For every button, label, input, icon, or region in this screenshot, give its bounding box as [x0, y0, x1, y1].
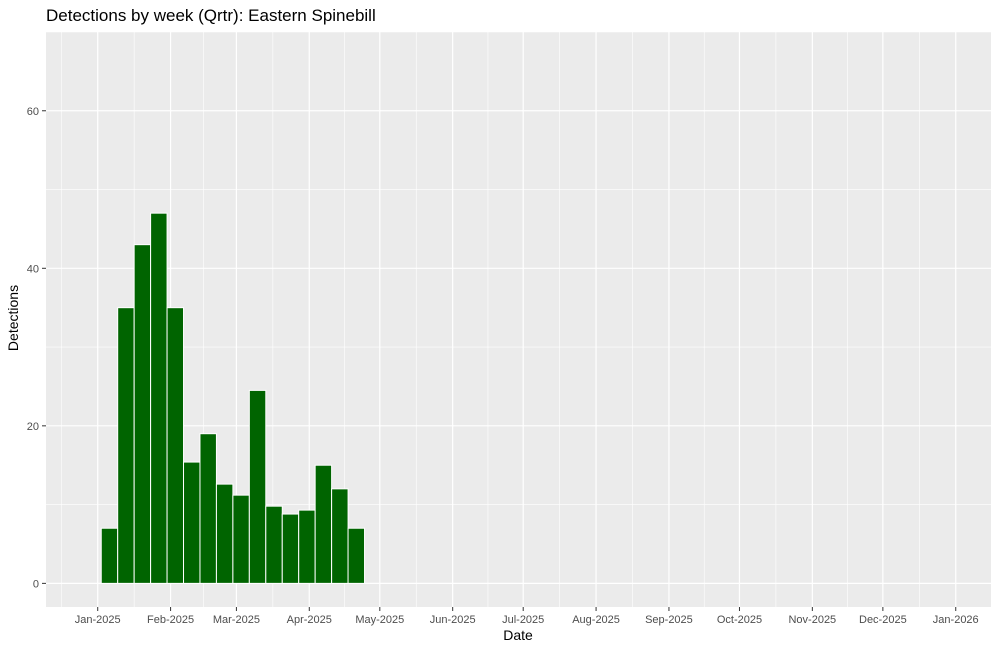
y-axis: 0 20 40 60: [27, 106, 46, 590]
x-axis-title: Date: [503, 627, 533, 643]
bar: [248, 389, 267, 584]
bar: [117, 307, 135, 584]
chart-title: Detections by week (Qrtr): Eastern Spine…: [46, 6, 376, 25]
x-tick-label: Oct-2025: [717, 614, 762, 626]
bar: [232, 494, 250, 584]
x-tick-label: Jan-2026: [933, 614, 979, 626]
bar: [199, 433, 217, 584]
bar: [133, 244, 152, 584]
x-tick-label: Jun-2025: [430, 614, 476, 626]
x-axis: Jan-2025 Feb-2025 Mar-2025 Apr-2025 May-2025…: [75, 607, 979, 626]
x-tick-label: Aug-2025: [572, 614, 620, 626]
bar: [347, 527, 366, 584]
x-tick-label: Feb-2025: [147, 614, 194, 626]
x-tick-label: Mar-2025: [213, 614, 260, 626]
x-tick-label: Dec-2025: [859, 614, 907, 626]
bar: [281, 513, 300, 584]
bar: [215, 483, 234, 584]
bar: [265, 505, 283, 584]
bar: [100, 527, 119, 584]
y-tick-label: 60: [27, 106, 39, 118]
bar: [166, 307, 185, 584]
x-tick-label: Jul-2025: [502, 614, 544, 626]
x-tick-label: Jan-2025: [75, 614, 121, 626]
bar-series: [100, 212, 366, 584]
x-tick-label: Nov-2025: [788, 614, 836, 626]
minor-gridlines: [46, 31, 991, 607]
bar: [331, 488, 349, 584]
x-tick-label: Sep-2025: [645, 614, 693, 626]
bar: [298, 509, 316, 584]
y-tick-label: 40: [27, 263, 39, 275]
y-axis-title: Detections: [5, 285, 21, 351]
bar: [183, 461, 201, 584]
y-tick-label: 0: [33, 578, 39, 590]
bar: [150, 212, 168, 584]
bar: [314, 464, 333, 584]
x-tick-label: Apr-2025: [287, 614, 332, 626]
y-tick-label: 20: [27, 421, 39, 433]
x-tick-label: May-2025: [355, 614, 404, 626]
